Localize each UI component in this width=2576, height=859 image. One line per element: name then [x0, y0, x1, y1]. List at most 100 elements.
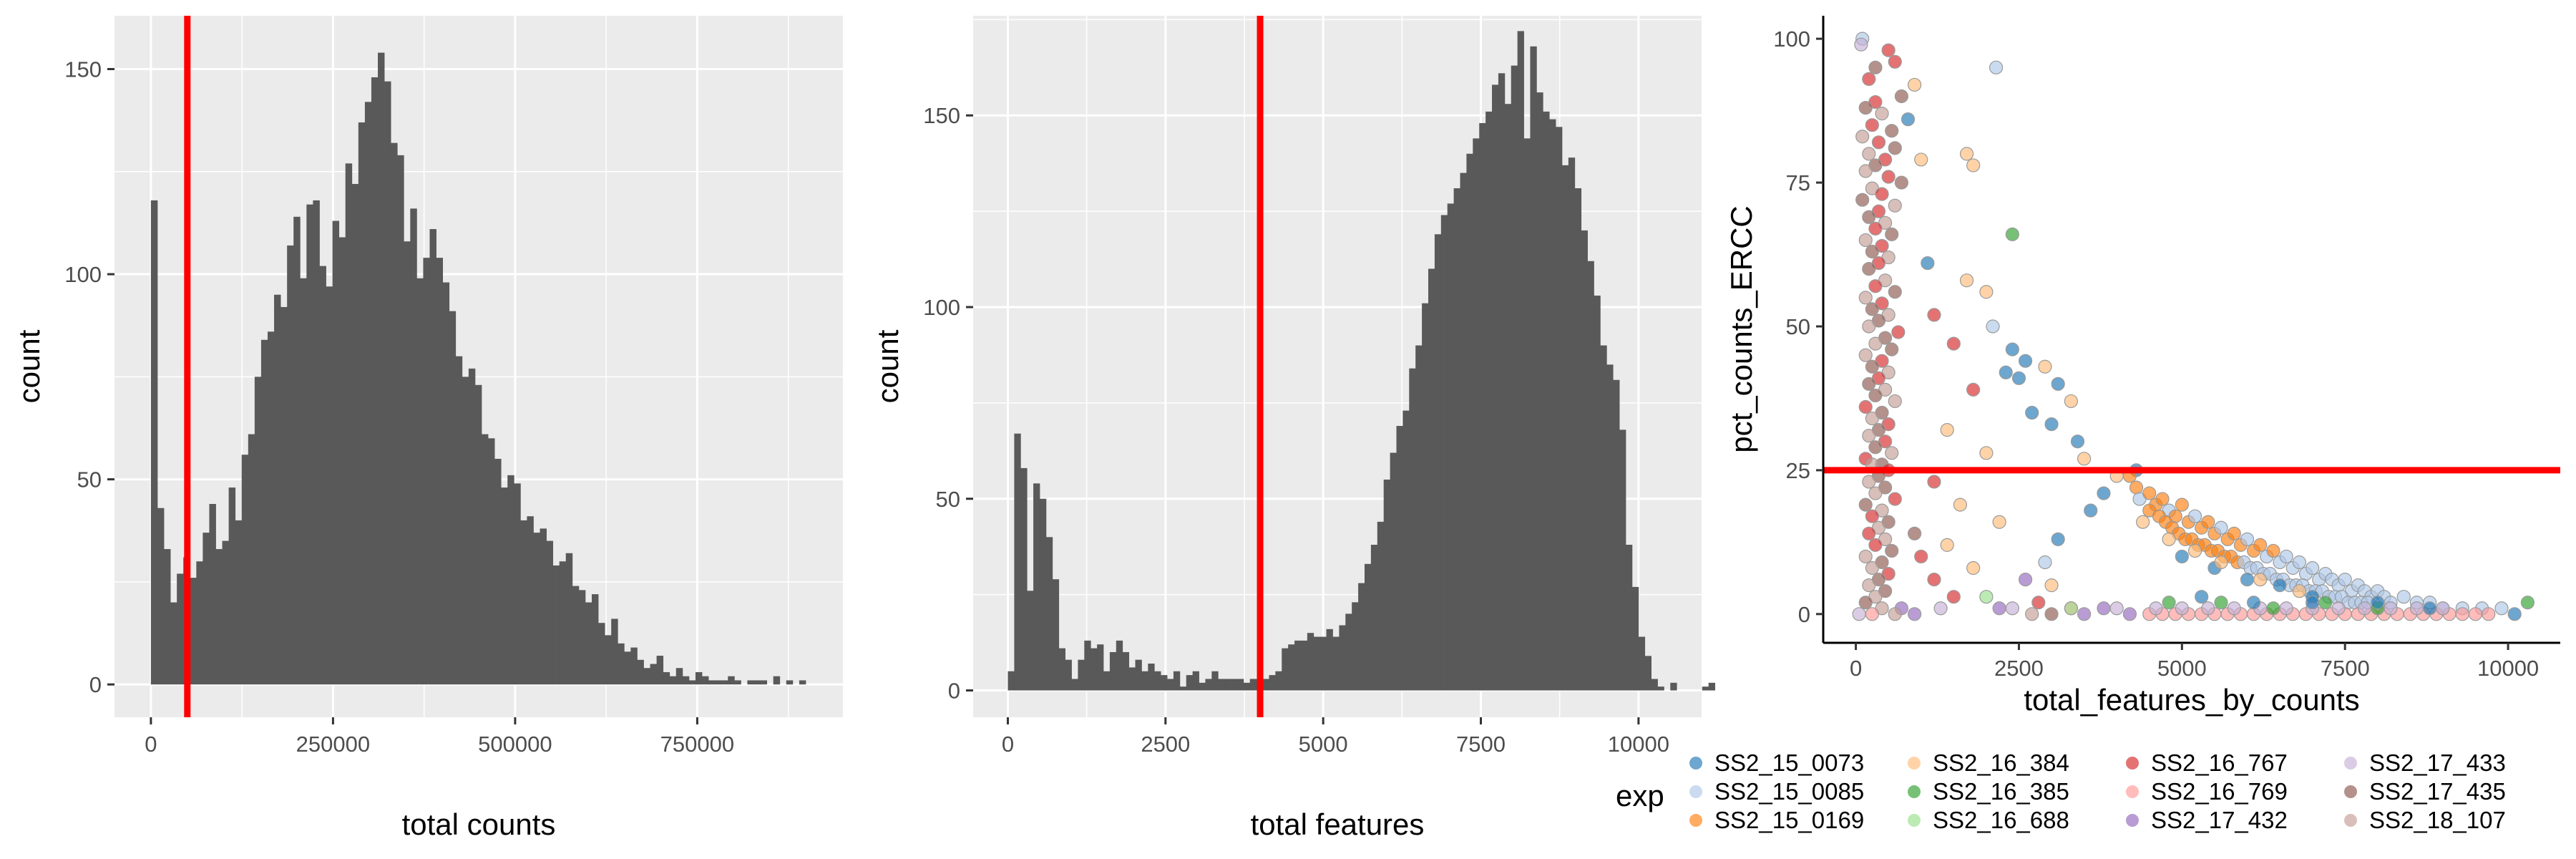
- histogram-bar: [241, 455, 249, 685]
- histogram-bar: [1383, 479, 1390, 691]
- panel-1-bars: [150, 52, 806, 685]
- y-tick-label: 0: [89, 672, 102, 697]
- histogram-bar: [721, 680, 728, 685]
- histogram-bar: [760, 680, 768, 685]
- histogram-bar: [488, 438, 495, 685]
- scatter-point: [1888, 492, 1902, 506]
- legend-key: [1908, 757, 1921, 770]
- histogram-bar: [332, 220, 340, 685]
- histogram-bar: [656, 656, 664, 685]
- histogram-bar: [1319, 636, 1327, 691]
- histogram-bar: [1390, 452, 1397, 691]
- y-tick-label: 50: [936, 487, 960, 512]
- panel-3-x-tick-labels: 0 2500 5000 7500 10000: [1850, 643, 2539, 681]
- histogram-bar: [1154, 671, 1161, 691]
- scatter-point: [1858, 348, 1873, 362]
- histogram-bar: [1447, 203, 1455, 691]
- histogram-bar: [552, 565, 560, 685]
- histogram-bar: [591, 594, 599, 685]
- y-tick-label: 100: [923, 295, 960, 320]
- x-tick-label: 0: [145, 732, 157, 757]
- histogram-bar: [1613, 379, 1620, 691]
- scatter-point: [2409, 601, 2424, 616]
- histogram-bar: [1651, 679, 1658, 691]
- histogram-bar: [1161, 675, 1168, 691]
- x-tick-label: 7500: [1456, 732, 1506, 757]
- scatter-point: [2051, 377, 2065, 391]
- legend: exp SS2_15_0073SS2_15_0085SS2_15_0169SS2…: [1616, 749, 2506, 833]
- histogram-bar: [675, 668, 683, 685]
- scatter-point: [2240, 532, 2255, 546]
- histogram-bar: [442, 282, 450, 685]
- histogram-bar: [1358, 583, 1365, 691]
- x-tick-label: 500000: [478, 732, 552, 757]
- histogram-bar: [1167, 679, 1174, 691]
- histogram-bar: [1485, 111, 1493, 691]
- scatter-point: [2187, 509, 2202, 523]
- legend-key: [2344, 757, 2357, 770]
- histogram-bar: [799, 680, 806, 685]
- histogram-bar: [507, 475, 514, 685]
- legend-key: [2344, 814, 2357, 827]
- histogram-bar: [1269, 675, 1276, 691]
- histogram-bar: [1300, 640, 1308, 691]
- legend-key: [2126, 757, 2139, 770]
- histogram-bar: [1071, 679, 1078, 691]
- histogram-bar: [1523, 138, 1531, 691]
- histogram-bar: [481, 434, 489, 685]
- histogram-bar: [695, 671, 703, 685]
- scatter-point: [1966, 382, 1981, 397]
- histogram-bar: [715, 680, 722, 685]
- y-tick-label: 0: [948, 679, 960, 704]
- scatter-point: [1979, 590, 1994, 604]
- histogram-bar: [1224, 679, 1231, 691]
- histogram-bar: [1294, 640, 1302, 691]
- histogram-bar: [624, 651, 631, 685]
- histogram-bar: [585, 602, 592, 685]
- histogram-bar: [1008, 671, 1015, 691]
- histogram-bar: [669, 676, 677, 685]
- scatter-point: [1862, 475, 1876, 489]
- histogram-bar: [378, 52, 385, 685]
- histogram-bar: [1561, 165, 1569, 691]
- histogram-bar: [1282, 648, 1289, 691]
- histogram-bar: [786, 680, 794, 685]
- scatter-point: [1862, 210, 1876, 224]
- histogram-bar: [351, 183, 359, 685]
- scatter-point: [1855, 130, 1870, 144]
- scatter-point: [2175, 601, 2189, 616]
- histogram-bar: [293, 216, 301, 685]
- histogram-bar: [494, 458, 502, 685]
- histogram-bar: [326, 286, 333, 685]
- histogram-bar: [546, 540, 554, 685]
- scatter-point: [1940, 423, 1954, 437]
- panel-total-counts: 0 250000 500000 750000 0 50 100 150 total coun…: [12, 16, 843, 841]
- scatter-point: [1868, 486, 1883, 500]
- scatter-point: [2306, 596, 2320, 610]
- scatter-point: [1888, 141, 1902, 155]
- histogram-bar: [1606, 364, 1614, 691]
- histogram-bar: [1027, 591, 1034, 691]
- histogram-bar: [1409, 368, 1416, 691]
- scatter-point: [2109, 601, 2124, 616]
- scatter-point: [1908, 77, 1922, 92]
- legend-label: SS2_17_433: [2369, 749, 2506, 776]
- histogram-bar: [663, 671, 670, 685]
- scatter-point: [2266, 543, 2280, 558]
- scatter-point: [2246, 596, 2261, 610]
- scatter-point: [2214, 555, 2228, 570]
- scatter-point: [2396, 590, 2411, 604]
- histogram-bar: [260, 339, 268, 685]
- scatter-point: [2162, 596, 2176, 610]
- scatter-point: [2149, 601, 2163, 616]
- histogram-bar: [371, 77, 379, 685]
- scatter-point: [2129, 480, 2144, 495]
- scatter-point: [1885, 342, 1899, 356]
- legend-label: SS2_18_107: [2369, 807, 2506, 833]
- panel-1-x-axis-title: total counts: [402, 807, 556, 841]
- histogram-bar: [416, 278, 424, 685]
- histogram-bar: [358, 122, 366, 685]
- histogram-bar: [514, 483, 521, 685]
- histogram-bar: [688, 680, 696, 685]
- histogram-bar: [533, 533, 540, 685]
